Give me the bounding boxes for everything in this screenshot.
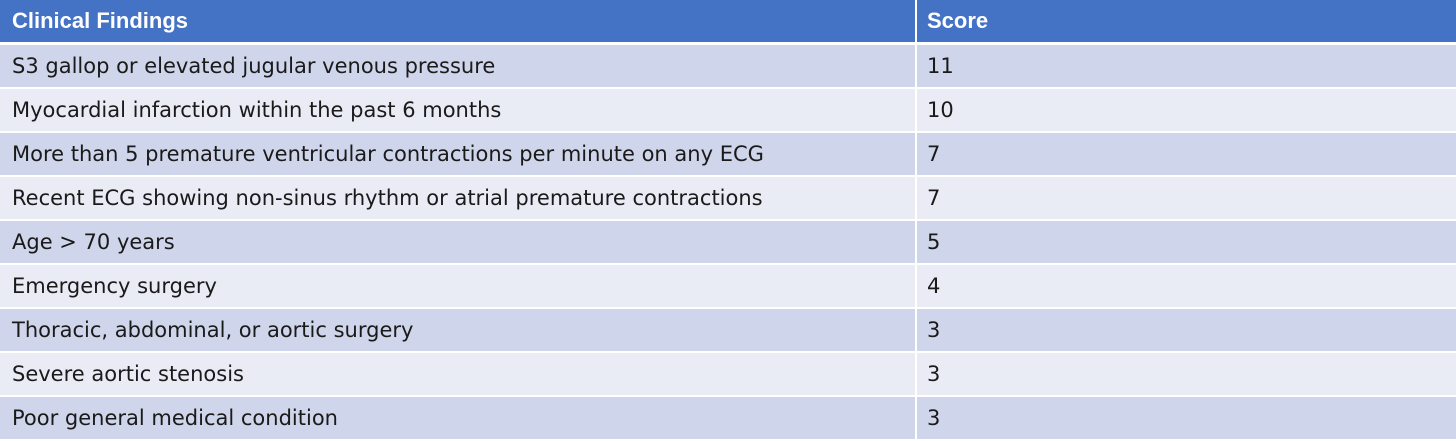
finding-cell: Recent ECG showing non-sinus rhythm or a… [0, 176, 917, 221]
finding-cell: Thoracic, abdominal, or aortic surgery [0, 308, 917, 353]
table-row: Emergency surgery 4 [0, 264, 1456, 309]
table-row: More than 5 premature ventricular contra… [0, 132, 1456, 177]
finding-cell: Myocardial infarction within the past 6 … [0, 88, 917, 133]
table-row: Recent ECG showing non-sinus rhythm or a… [0, 176, 1456, 221]
table-row: Age > 70 years 5 [0, 220, 1456, 265]
score-cell: 5 [916, 220, 1456, 265]
score-cell: 4 [916, 264, 1456, 309]
score-cell: 3 [916, 352, 1456, 397]
score-cell: 7 [916, 132, 1456, 177]
finding-cell: Poor general medical condition [0, 396, 917, 441]
score-cell: 10 [916, 88, 1456, 133]
table-header-row: Clinical Findings Score [0, 0, 1456, 45]
column-header-score: Score [916, 0, 1456, 45]
finding-cell: Severe aortic stenosis [0, 352, 917, 397]
finding-cell: S3 gallop or elevated jugular venous pre… [0, 43, 917, 89]
table-row: Poor general medical condition 3 [0, 396, 1456, 441]
table-row: Severe aortic stenosis 3 [0, 352, 1456, 397]
score-cell: 3 [916, 396, 1456, 441]
column-header-clinical-findings: Clinical Findings [0, 0, 917, 45]
score-cell: 11 [916, 43, 1456, 89]
score-cell: 3 [916, 308, 1456, 353]
table-row: Myocardial infarction within the past 6 … [0, 88, 1456, 133]
finding-cell: Emergency surgery [0, 264, 917, 309]
table-row: S3 gallop or elevated jugular venous pre… [0, 43, 1456, 89]
finding-cell: Age > 70 years [0, 220, 917, 265]
table-row: Thoracic, abdominal, or aortic surgery 3 [0, 308, 1456, 353]
finding-cell: More than 5 premature ventricular contra… [0, 132, 917, 177]
score-cell: 7 [916, 176, 1456, 221]
